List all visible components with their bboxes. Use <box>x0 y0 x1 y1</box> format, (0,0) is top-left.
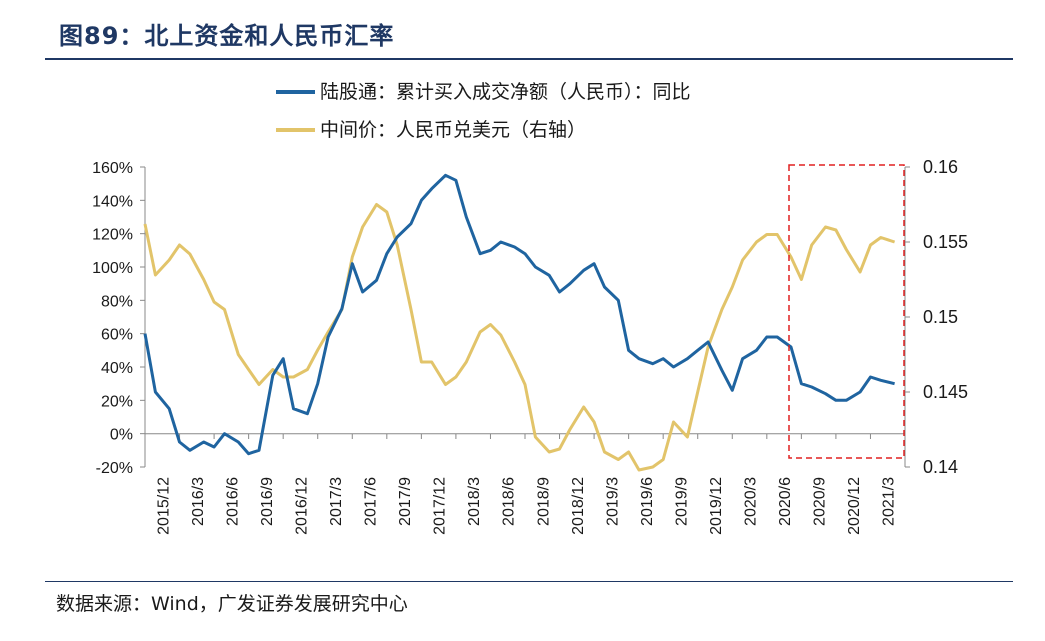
left-tick-label: 120% <box>92 227 133 244</box>
left-tick-label: -20% <box>96 460 133 477</box>
x-tick-label: 2018/9 <box>535 477 552 526</box>
x-tick-label: 2019/12 <box>708 477 725 535</box>
x-tick-label: 2020/12 <box>846 477 863 535</box>
right-tick-label: 0.15 <box>923 307 958 327</box>
x-tick-label: 2020/6 <box>777 477 794 526</box>
x-axis-ticks: 2015/12 2016/3 2016/6 2016/9 2016/12 2017/3 20… <box>144 433 906 535</box>
legend-label-blue: 陆股通：累计买入成交净额（人民币）：同比 <box>320 81 691 103</box>
right-tick-label: 0.155 <box>923 232 968 252</box>
series-line-usdcny <box>143 203 896 472</box>
x-tick-label: 2017/9 <box>397 477 414 526</box>
x-tick-label: 2016/6 <box>224 477 241 526</box>
left-tick-label: 100% <box>92 260 133 277</box>
x-tick-label: 2021/3 <box>881 477 898 526</box>
x-tick-label: 2019/3 <box>604 477 621 526</box>
right-tick-label: 0.145 <box>923 382 968 402</box>
left-tick-label: 160% <box>92 160 133 177</box>
right-tick-label: 0.14 <box>923 457 958 477</box>
right-axis-ticks: 0.14 0.145 0.15 0.155 0.16 <box>905 157 968 477</box>
legend: 陆股通：累计买入成交净额（人民币）：同比 中间价：人民币兑美元（右轴） <box>276 81 691 141</box>
left-axis-ticks: -20% 0% 20% 40% 60% 80% 100% 120% 140% 160% <box>92 160 145 477</box>
x-tick-label: 2020/3 <box>743 477 760 526</box>
figure-title: 图89：北上资金和人民币汇率 <box>59 22 395 50</box>
x-tick-label: 2015/12 <box>155 477 172 535</box>
figure-header: 图89：北上资金和人民币汇率 <box>45 0 1013 60</box>
right-tick-label: 0.16 <box>923 157 958 177</box>
x-tick-label: 2017/6 <box>363 477 380 526</box>
left-tick-label: 20% <box>101 393 133 410</box>
x-tick-label: 2018/6 <box>501 477 518 526</box>
source-divider <box>45 581 1013 582</box>
left-tick-label: 80% <box>101 293 133 310</box>
x-tick-label: 2016/12 <box>293 477 310 535</box>
x-tick-label: 2018/12 <box>570 477 587 535</box>
x-tick-label: 2018/3 <box>466 477 483 526</box>
x-tick-label: 2016/3 <box>190 477 207 526</box>
left-tick-label: 0% <box>110 427 133 444</box>
x-tick-label: 2017/12 <box>432 477 449 535</box>
x-tick-label: 2019/6 <box>639 477 656 526</box>
chart: 陆股通：累计买入成交净额（人民币）：同比 中间价：人民币兑美元（右轴） -20%… <box>92 81 968 535</box>
source-note: 数据来源：Wind，广发证券发展研究中心 <box>56 593 408 615</box>
x-tick-label: 2017/3 <box>328 477 345 526</box>
x-tick-label: 2016/9 <box>259 477 276 526</box>
legend-label-gold: 中间价：人民币兑美元（右轴） <box>320 119 586 141</box>
x-tick-label: 2020/9 <box>812 477 829 526</box>
left-tick-label: 140% <box>92 193 133 210</box>
x-tick-label: 2019/9 <box>673 477 690 526</box>
left-tick-label: 60% <box>101 327 133 344</box>
highlight-box <box>788 164 905 459</box>
series-line-northbound <box>143 173 895 456</box>
left-tick-label: 40% <box>101 360 133 377</box>
